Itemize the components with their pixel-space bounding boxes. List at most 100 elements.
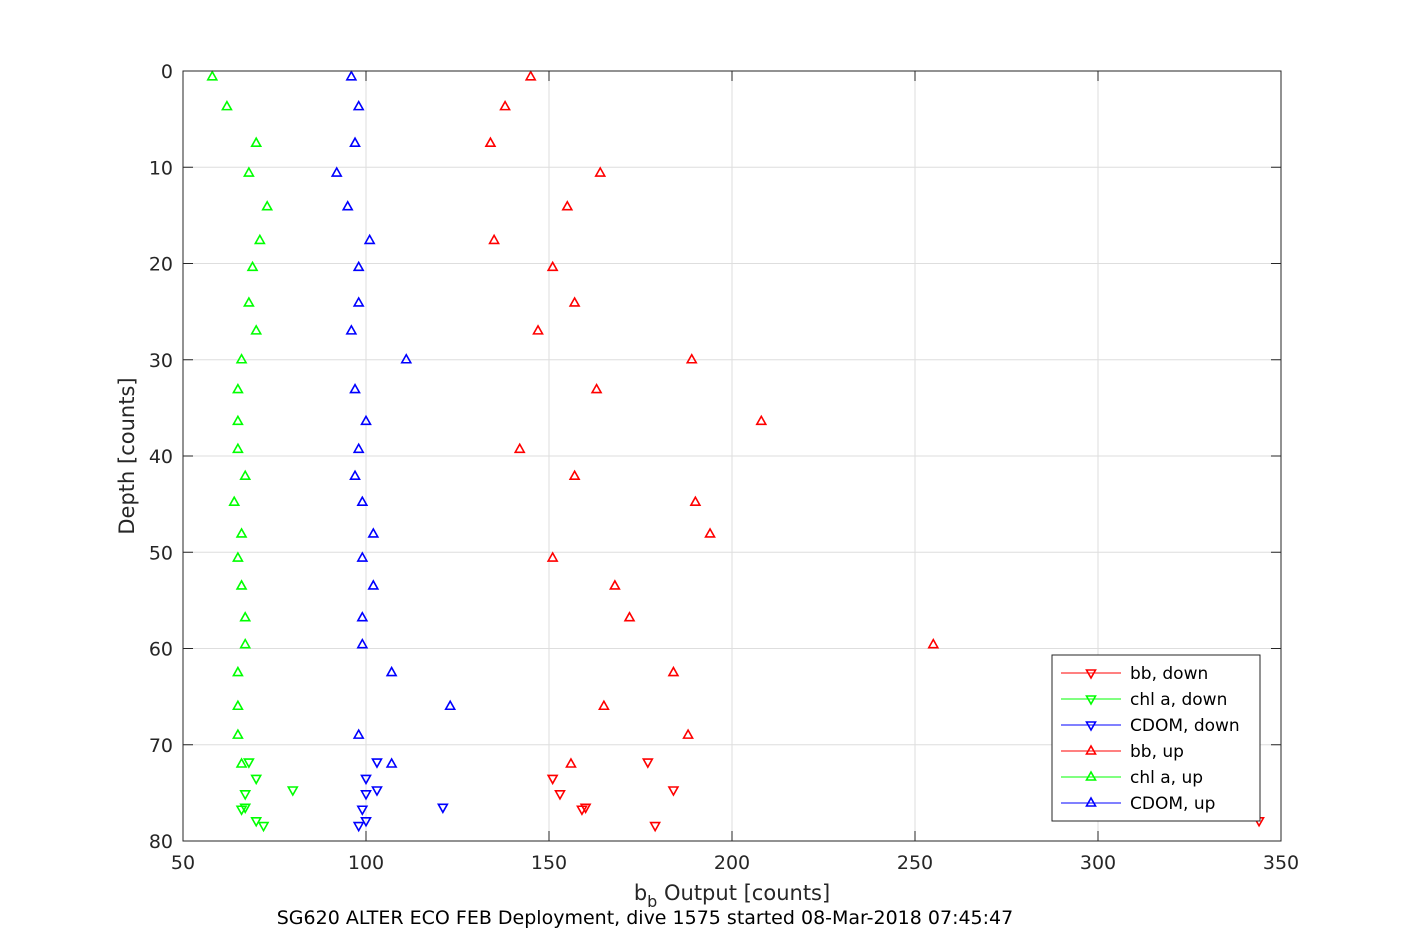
data-point [356,638,369,649]
data-point [561,200,574,211]
data-point [228,495,241,507]
y-tick-label: 80 [149,831,173,853]
legend-label: chl a, up [1130,768,1203,788]
data-point [513,442,526,454]
data-point [345,324,358,335]
data-point [239,638,252,649]
legend-label: chl a, down [1130,690,1227,710]
data-point [349,136,361,147]
data-point [667,665,680,677]
data-point [261,200,274,211]
data-point [235,353,248,364]
data-point [232,665,244,677]
data-point [685,353,698,364]
y-tick-label: 60 [149,639,173,661]
x-tick-label: 100 [348,852,384,874]
data-point [363,233,376,245]
data-point [250,136,263,147]
data-points [206,70,1265,833]
data-point [341,200,354,211]
y-axis-title: Depth [counts] [115,377,139,534]
data-point [250,324,263,335]
data-point [235,527,248,538]
data-point [400,353,413,364]
x-tick-label: 350 [1263,852,1299,874]
legend: bb, down chl a, down CDOM, down bb, up chl a… [1051,654,1261,822]
data-point [385,665,398,677]
x-axis-title: bb Output [counts] [634,881,830,911]
data-point [356,551,369,562]
legend-box [1051,654,1261,822]
data-point [367,527,380,538]
data-point [360,816,372,828]
data-point [257,821,270,833]
data-point [352,296,365,307]
data-point [554,790,566,801]
data-point [232,699,244,711]
data-point [352,99,365,111]
data-point [927,638,940,649]
legend-label: CDOM, down [1130,716,1240,736]
y-tick-label: 40 [149,446,173,468]
y-tick-label: 50 [149,542,173,564]
data-point [349,469,361,481]
data-point [360,414,372,426]
data-point [246,260,259,272]
data-point [546,551,559,562]
data-point [689,495,702,507]
y-tick-label: 10 [149,157,173,179]
x-tick-label: 250 [897,852,933,874]
data-point [568,469,581,481]
data-point [546,260,559,272]
legend-marker [1085,695,1097,706]
data-point [345,70,358,81]
y-tick-label: 20 [149,254,173,276]
data-point [232,414,244,426]
data-point [243,166,255,177]
y-tick-labels: 0 10 20 30 40 50 60 70 80 [149,61,173,853]
y-tick-label: 0 [161,61,173,83]
data-point [221,99,233,111]
data-point [499,99,511,111]
data-point [649,821,662,833]
axis-ticks [182,70,1282,842]
data-point [330,166,343,177]
x-tick-labels: 50 100 150 200 250 300 350 [171,852,1299,874]
data-point [546,774,559,786]
legend-marker [1085,796,1097,807]
caption: SG620 ALTER ECO FEB Deployment, dive 157… [277,907,1013,929]
legend-marker [1085,744,1097,755]
data-point [682,728,694,739]
data-point [239,803,252,814]
y-tick-label: 70 [149,735,173,757]
data-point [444,699,457,711]
legend-marker [1085,721,1097,732]
legend-label: bb, down [1130,664,1208,684]
data-point [360,774,372,786]
data-point [360,790,372,801]
data-point [371,786,383,797]
data-point [367,579,380,590]
legend-label: bb, up [1130,742,1184,762]
data-point [623,611,636,622]
data-point [565,757,577,768]
data-point [232,442,244,454]
data-point [594,166,607,177]
data-point [232,728,244,739]
series-1 [235,758,299,833]
data-point [371,758,383,769]
data-point [356,495,369,507]
data-point [235,579,248,590]
data-point [667,786,680,797]
data-point [206,70,219,81]
data-point [488,233,500,245]
data-point [352,260,365,272]
series-3 [484,70,940,768]
data-point [568,296,581,307]
data-point [641,758,654,769]
data-point [243,758,255,769]
data-point [349,382,361,394]
series-5 [330,70,457,768]
data-point [250,816,263,828]
